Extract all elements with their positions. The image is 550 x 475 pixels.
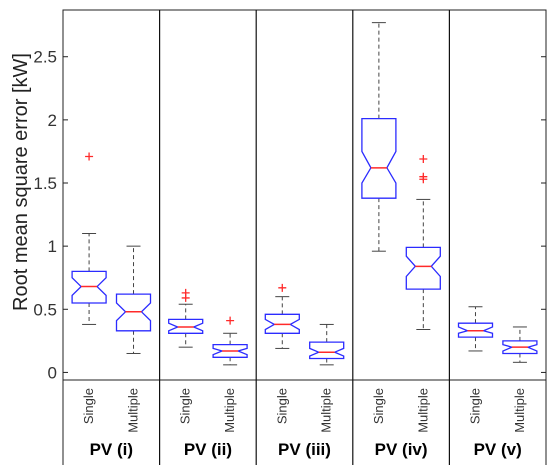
notched-box — [457, 322, 494, 338]
notched-box — [309, 341, 345, 360]
y-tick-label: 0.5 — [33, 300, 57, 319]
category-label: Multiple — [126, 388, 141, 433]
notched-box — [168, 318, 204, 334]
outlier-marker — [181, 288, 190, 297]
y-axis-label: Root mean square error [kW] — [10, 53, 32, 311]
plot-area: 0 0.5 1 1.5 2 2.5 Single Multiple PV (i) Single Mu… — [33, 9, 547, 465]
category-label: Multiple — [512, 388, 527, 433]
group-label: PV (i) — [90, 440, 133, 459]
outlier-marker — [419, 172, 428, 181]
category-label: Single — [81, 388, 96, 424]
category-label: Single — [178, 388, 193, 424]
group-label: PV (v) — [474, 440, 522, 459]
outlier-marker — [278, 283, 287, 292]
notched-box — [212, 343, 248, 358]
notched-box — [264, 313, 300, 334]
category-label: Single — [274, 388, 289, 424]
category-label: Multiple — [319, 388, 334, 433]
group-label: PV (iv) — [375, 440, 428, 459]
y-tick-label: 2.5 — [33, 48, 57, 67]
category-label: Multiple — [222, 388, 237, 433]
y-tick-label: 1 — [48, 237, 57, 256]
outlier-marker — [85, 152, 94, 161]
notched-box — [115, 293, 152, 332]
notched-box — [405, 246, 441, 290]
outlier-marker — [226, 316, 235, 325]
notched-box — [361, 117, 397, 199]
group-label: PV (iii) — [278, 440, 331, 459]
outlier-marker — [419, 155, 428, 164]
y-tick-label: 1.5 — [33, 174, 57, 193]
category-label: Multiple — [415, 388, 430, 433]
group-label: PV (ii) — [184, 440, 232, 459]
plot-frame — [62, 9, 547, 381]
category-label: Single — [467, 388, 482, 424]
notched-box — [71, 270, 107, 304]
y-tick-label: 0 — [48, 363, 57, 382]
y-tick-label: 2 — [48, 111, 57, 130]
category-label: Single — [371, 388, 386, 424]
notched-box — [502, 340, 538, 355]
